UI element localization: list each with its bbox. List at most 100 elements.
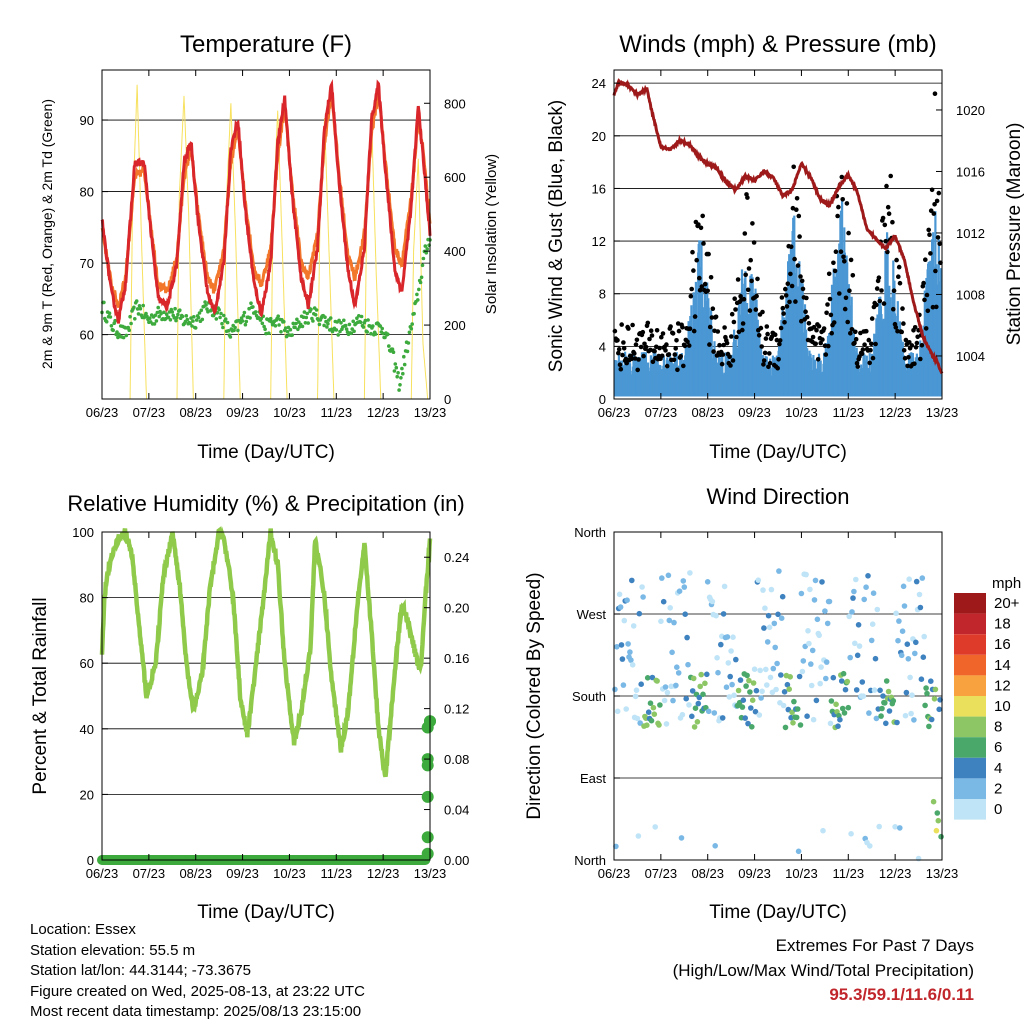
gust-point (709, 315, 715, 320)
direction-point (930, 798, 937, 805)
dewpoint-point (135, 307, 140, 311)
direction-point (667, 605, 673, 611)
direction-point (859, 679, 866, 685)
gust-point (873, 341, 878, 347)
dewpoint-point (196, 315, 201, 320)
dewpoint-point (156, 305, 160, 310)
winds-ylabel: Sonic Wind & Gust (Blue, Black) (546, 100, 567, 372)
winds-x-ticks: 06/23 07/23 08/23 09/23 10/23 11/23 12/23 13/23 (598, 70, 958, 420)
dewpoint-point (295, 317, 299, 322)
direction-point (750, 680, 757, 686)
direction-point (922, 702, 928, 709)
direction-point (660, 598, 667, 605)
dewpoint-point (409, 327, 414, 331)
gust-point (697, 287, 703, 293)
dewpoint-point (108, 315, 113, 319)
temperature-plot-frame (101, 69, 431, 400)
gust-point (905, 363, 910, 369)
direction-point (800, 658, 807, 664)
gust-point (815, 357, 821, 362)
direction-x-ticks: 06/23 07/23 08/23 09/23 10/23 11/23 12/23 13/23 (598, 532, 958, 881)
gust-point (698, 225, 704, 231)
speed-colorbar: 20+ 18 16 14 12 10 8 6 4 2 0 (954, 593, 1020, 820)
dewpoint-point (236, 328, 240, 333)
humidity-xtick-label: 09/23 (226, 866, 259, 881)
direction-point (826, 598, 833, 605)
gust-point (663, 348, 668, 353)
direction-point (698, 671, 704, 678)
gust-point (826, 271, 832, 277)
direction-point (778, 615, 785, 621)
gust-point (767, 351, 772, 356)
gust-point (668, 324, 673, 329)
gust-point (788, 244, 794, 249)
winds-series (612, 77, 944, 397)
direction-point (692, 705, 699, 711)
dewpoint-point (199, 308, 204, 313)
dewpoint-point (402, 354, 406, 359)
dewpoint-point (111, 328, 115, 333)
dewpoint-point (399, 376, 403, 380)
temperature-title: Temperature (F) (180, 31, 352, 58)
direction-point (923, 685, 929, 691)
gust-point (775, 365, 780, 371)
dewpoint-point (419, 275, 424, 280)
dewpoint-point (283, 326, 288, 330)
gust-point (761, 358, 767, 363)
gust-point (874, 286, 880, 291)
dewpoint-point (334, 328, 339, 332)
gust-point (825, 302, 830, 307)
dewpoint-point (148, 316, 152, 321)
direction-point (928, 678, 934, 684)
humidity-right-ytick-label: 0.08 (444, 752, 469, 767)
colorbar-unit: mph (992, 575, 1021, 592)
direction-point (795, 848, 802, 855)
winds-y-ticks: 0 4 8 12 16 20 24 (592, 76, 620, 407)
dewpoint-point (301, 315, 306, 320)
direction-point (612, 686, 618, 693)
direction-point (647, 700, 654, 706)
dewpoint-point (144, 311, 148, 316)
gust-point (869, 316, 875, 321)
dewpoint-point (197, 311, 202, 315)
dewpoint-point (394, 365, 399, 370)
gust-point (926, 227, 931, 233)
gust-point (869, 341, 874, 347)
dewpoint-point (383, 335, 387, 340)
gust-point (647, 336, 652, 342)
gust-point (706, 251, 711, 257)
direction-point (840, 670, 847, 677)
gust-point (777, 338, 783, 343)
dewpoint-point (190, 324, 194, 328)
precip-point (421, 847, 434, 860)
direction-point (694, 719, 701, 725)
dewpoint-point (240, 319, 245, 323)
gust-point (932, 91, 938, 96)
direction-point (683, 695, 689, 702)
direction-point (721, 583, 728, 590)
gust-point (866, 337, 872, 343)
direction-point (931, 696, 938, 702)
dewpoint-point (242, 310, 247, 315)
humidity-y-ticks: 0 20 40 60 80 100 (72, 525, 108, 868)
direction-point (627, 649, 633, 655)
temperature-right-ticks: 0 200 400 600 800 (424, 96, 466, 407)
gust-point (798, 274, 803, 279)
temperature-right-ytick-label: 400 (444, 244, 466, 259)
direction-point (766, 624, 773, 631)
dewpoint-point (244, 319, 249, 324)
dewpoint-point (402, 362, 407, 367)
gust-point (843, 295, 849, 301)
direction-point (899, 628, 906, 634)
dewpoint-point (347, 322, 352, 327)
dewpoint-point (398, 383, 402, 387)
gust-point (745, 287, 751, 293)
direction-xtick-label: 12/23 (879, 866, 912, 881)
gust-point (820, 337, 825, 342)
direction-point (620, 682, 627, 688)
direction-point (665, 572, 672, 579)
direction-point (828, 698, 835, 704)
direction-point (735, 687, 742, 694)
direction-point (628, 657, 634, 663)
direction-point (744, 672, 750, 679)
